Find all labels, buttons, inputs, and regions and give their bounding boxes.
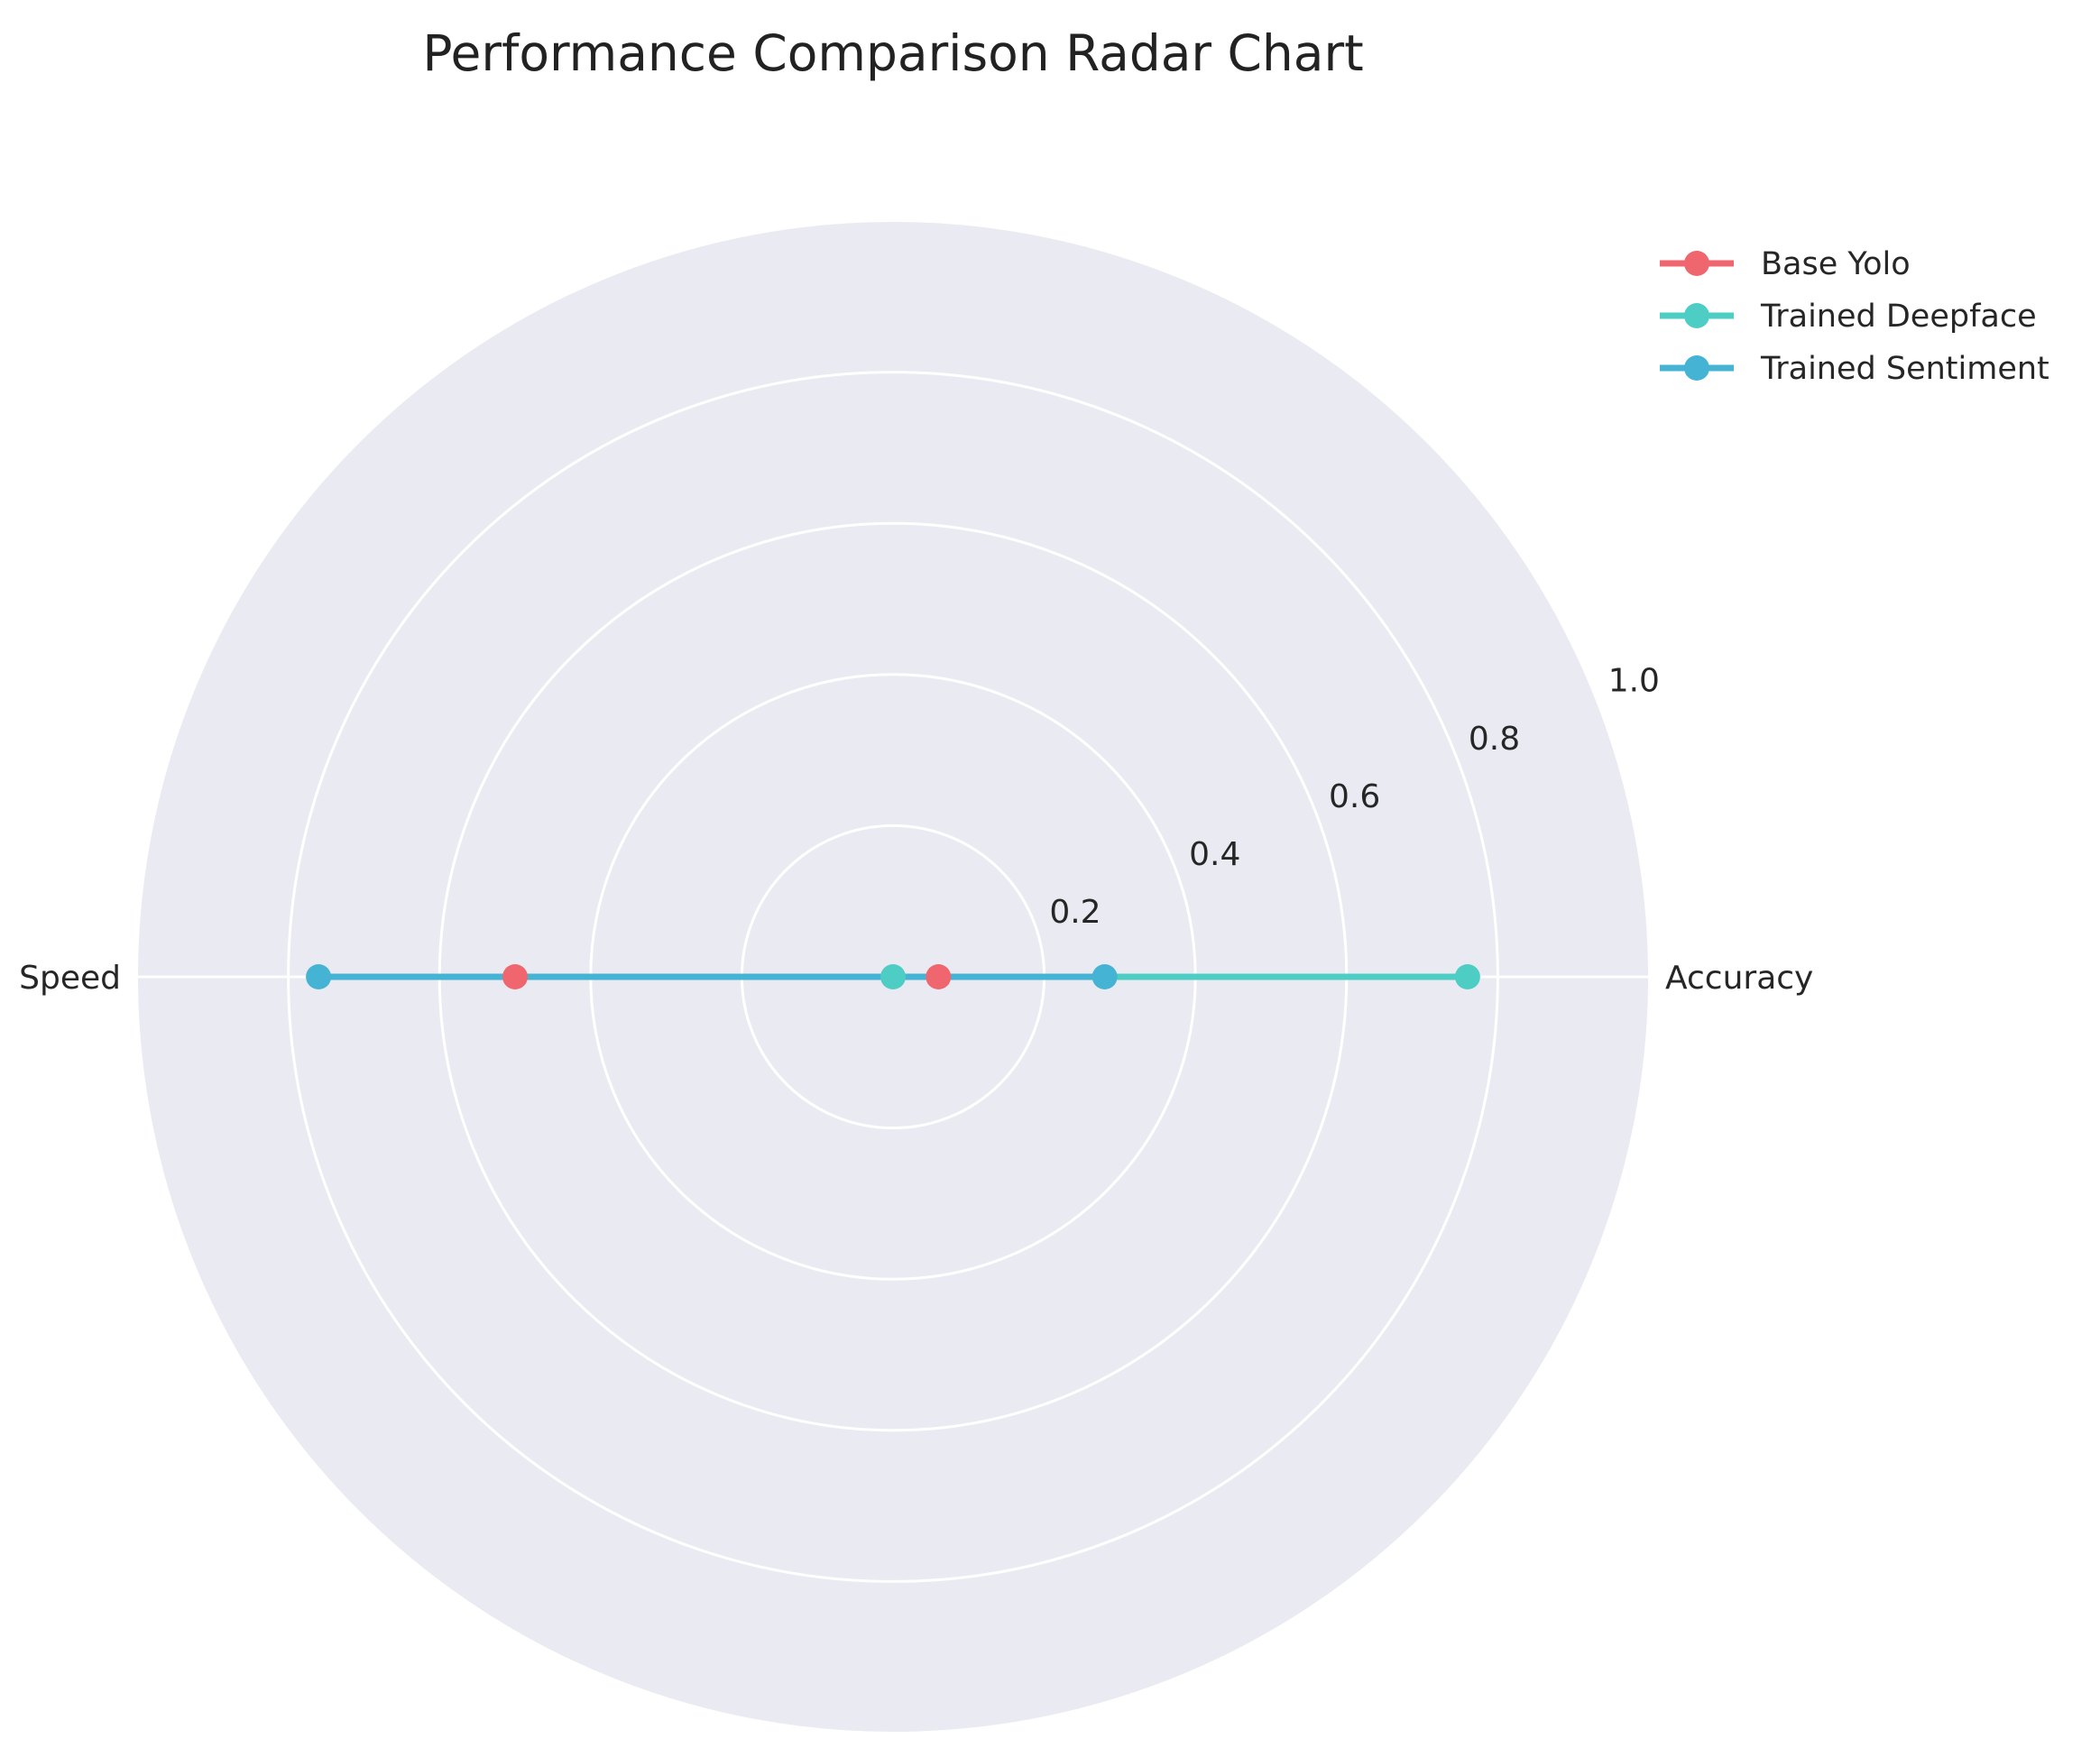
data-point-1-speed <box>880 964 906 989</box>
data-point-0-speed <box>502 964 528 989</box>
axis-label-speed: Speed <box>19 960 121 997</box>
axis-label-accuracy: Accuracy <box>1665 960 1813 997</box>
r-tick-label-4: 1.0 <box>1608 663 1660 700</box>
r-tick-label-0: 0.2 <box>1049 894 1101 931</box>
data-point-2-accuracy <box>1091 964 1118 989</box>
legend-marker-1 <box>1684 303 1709 328</box>
chart-title: Performance Comparison Radar Chart <box>422 24 1363 82</box>
legend-marker-0 <box>1684 251 1709 276</box>
data-point-1-accuracy <box>1454 964 1480 989</box>
data-point-0-accuracy <box>926 964 952 989</box>
r-tick-label-3: 0.8 <box>1469 721 1520 758</box>
legend-label-2: Trained Sentiment <box>1760 351 2049 387</box>
legend-label-0: Base Yolo <box>1761 246 1911 282</box>
r-tick-label-1: 0.4 <box>1189 836 1240 873</box>
data-point-2-speed <box>306 964 332 989</box>
plot-area: Accuracy Speed 0.2 0.4 0.6 0.8 1.0 <box>19 220 1813 1734</box>
plot-frame <box>136 220 1650 1734</box>
legend-marker-2 <box>1684 355 1709 381</box>
legend: Base Yolo Trained Deepface Trained Sentime… <box>1660 246 2049 387</box>
legend-label-1: Trained Deepface <box>1760 299 2037 335</box>
r-tick-label-2: 0.6 <box>1329 778 1380 815</box>
